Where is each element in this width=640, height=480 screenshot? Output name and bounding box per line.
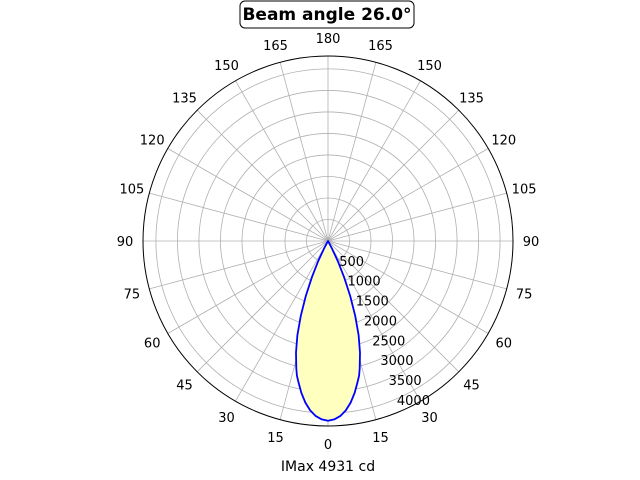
angle-grid-line [149, 192, 329, 242]
angle-grid-line [327, 109, 460, 242]
series-layer [295, 240, 361, 422]
angle-tick-label: 15 [372, 431, 389, 446]
intensity-fill [296, 241, 360, 421]
angle-tick-label: 0 [324, 438, 332, 453]
x-axis-label: IMax 4931 cd [281, 459, 375, 475]
angle-grid-line [327, 192, 507, 242]
angle-tick-label: 180 [316, 32, 341, 47]
angle-tick-label: 120 [140, 134, 165, 149]
angle-tick-label: 45 [463, 379, 480, 394]
angle-grid-line [167, 148, 329, 242]
title-box: Beam angle 26.0° [239, 0, 415, 29]
angle-tick-label: 30 [421, 411, 438, 426]
radial-tick-label: 1000 [348, 275, 381, 290]
radial-tick-label: 2000 [364, 315, 397, 330]
angle-grid-line [327, 240, 489, 334]
angle-grid-line [235, 240, 329, 402]
angle-grid-line [196, 240, 329, 373]
angle-tick-label: 15 [267, 431, 284, 446]
angle-tick-label: 150 [417, 59, 442, 74]
chart-title: Beam angle 26.0° [242, 5, 411, 25]
angle-grid-line [167, 240, 329, 334]
angle-grid-line [327, 80, 421, 242]
angle-tick-label: 165 [263, 39, 288, 54]
angle-grid-line [235, 80, 329, 242]
angle-tick-labels: 0 15 30 45 60 75 90 105 120 135 150 165 180 15 30 45 60 7… [117, 32, 540, 453]
angle-tick-label: 75 [124, 288, 141, 303]
angle-tick-label: 120 [491, 134, 516, 149]
angle-grid-line [327, 240, 507, 290]
radial-tick-labels: 500 1000 1500 2000 2500 3000 3500 4000 [339, 255, 430, 409]
intensity-curve [295, 240, 361, 422]
angle-tick-label: 165 [368, 39, 393, 54]
angle-tick-label: 30 [218, 411, 235, 426]
angle-tick-label: 90 [117, 235, 134, 250]
angle-tick-label: 90 [523, 235, 540, 250]
angle-grid-line [327, 240, 421, 402]
angle-tick-label: 105 [512, 183, 537, 198]
angle-grid-line [149, 240, 329, 290]
angle-grid-line [279, 62, 329, 242]
outer-ring [142, 55, 514, 427]
angle-grid-line [327, 240, 460, 373]
angle-tick-label: 135 [459, 92, 484, 107]
angle-tick-label: 135 [172, 92, 197, 107]
angle-tick-label: 150 [214, 59, 239, 74]
angle-tick-label: 45 [176, 379, 193, 394]
radial-tick-label: 3000 [380, 354, 413, 369]
angle-tick-label: 105 [119, 183, 144, 198]
title-frame [239, 0, 415, 29]
angle-grid-line [196, 109, 329, 242]
radial-tick-label: 1500 [356, 295, 389, 310]
radial-tick-label: 500 [339, 255, 364, 270]
radial-tick-label: 2500 [372, 334, 405, 349]
radial-tick-label: 4000 [397, 394, 430, 409]
angle-tick-label: 75 [516, 288, 533, 303]
angle-grid-line [327, 148, 489, 242]
angle-tick-label: 60 [144, 337, 161, 352]
angle-tick-label: 60 [496, 337, 513, 352]
angle-grid-line [327, 62, 377, 242]
radial-tick-label: 3500 [389, 374, 422, 389]
